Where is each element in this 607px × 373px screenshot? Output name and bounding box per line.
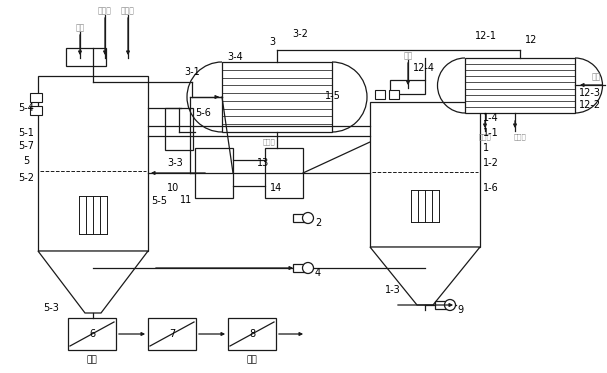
- Text: 1-3: 1-3: [385, 285, 401, 295]
- Bar: [375, 90, 385, 99]
- Circle shape: [302, 213, 313, 223]
- Text: 5-1: 5-1: [18, 128, 34, 138]
- Circle shape: [444, 300, 455, 310]
- Bar: [370, 102, 480, 247]
- Bar: [195, 148, 233, 198]
- Text: 12-3: 12-3: [579, 88, 601, 98]
- Text: 11: 11: [180, 195, 192, 205]
- Text: 5-6: 5-6: [195, 108, 211, 118]
- Text: 5-4: 5-4: [18, 103, 34, 113]
- Bar: [66, 48, 106, 66]
- Text: 3-4: 3-4: [227, 52, 243, 62]
- Bar: [435, 301, 447, 309]
- Text: 8: 8: [249, 329, 255, 339]
- Bar: [30, 93, 42, 102]
- Bar: [68, 318, 116, 350]
- Bar: [465, 58, 575, 113]
- Bar: [293, 264, 305, 272]
- Text: 6: 6: [89, 329, 95, 339]
- Text: 14: 14: [270, 183, 282, 193]
- Text: 1-1: 1-1: [483, 128, 499, 138]
- Text: 9: 9: [457, 305, 463, 315]
- Text: 1-4: 1-4: [483, 113, 499, 123]
- Bar: [148, 318, 196, 350]
- Text: 废水: 废水: [404, 51, 413, 60]
- Text: 5-5: 5-5: [151, 196, 167, 206]
- Bar: [222, 62, 332, 132]
- Bar: [228, 318, 276, 350]
- Text: 冷凝水: 冷凝水: [263, 139, 276, 145]
- Bar: [389, 90, 399, 99]
- Text: 1-6: 1-6: [483, 183, 499, 193]
- Text: 10: 10: [167, 183, 179, 193]
- Text: 12-2: 12-2: [579, 100, 601, 110]
- Bar: [38, 76, 148, 251]
- Polygon shape: [370, 247, 480, 305]
- Text: 5: 5: [23, 156, 29, 166]
- Text: 4: 4: [315, 268, 321, 278]
- Text: 12-1: 12-1: [475, 31, 497, 41]
- Text: 助燃气: 助燃气: [121, 6, 135, 16]
- Text: 7: 7: [169, 329, 175, 339]
- Text: 5-7: 5-7: [18, 141, 34, 151]
- Bar: [293, 214, 305, 222]
- Text: 12: 12: [525, 35, 537, 45]
- Text: 空气: 空气: [591, 72, 600, 81]
- Text: 2: 2: [315, 218, 321, 228]
- Text: 3-2: 3-2: [292, 29, 308, 39]
- Text: 盐泥: 盐泥: [246, 355, 257, 364]
- Text: 3-3: 3-3: [167, 158, 183, 168]
- Bar: [30, 106, 42, 115]
- Text: 冷凝水: 冷凝水: [479, 134, 492, 140]
- Text: 3: 3: [269, 37, 275, 47]
- Text: 1: 1: [483, 143, 489, 153]
- Text: 3-1: 3-1: [184, 67, 200, 77]
- Circle shape: [302, 263, 313, 273]
- Text: 5-2: 5-2: [18, 173, 34, 183]
- Polygon shape: [38, 251, 148, 313]
- Text: 13: 13: [257, 158, 270, 168]
- Text: 盐泥: 盐泥: [87, 355, 97, 364]
- Text: 不凝气: 不凝气: [514, 134, 526, 140]
- Text: 废水: 废水: [75, 23, 84, 32]
- Text: 1-5: 1-5: [325, 91, 341, 101]
- Text: 可燃气: 可燃气: [98, 6, 112, 16]
- Text: 1-2: 1-2: [483, 158, 499, 168]
- Bar: [265, 148, 303, 198]
- Text: 12-4: 12-4: [413, 63, 435, 73]
- Text: 5-3: 5-3: [43, 303, 59, 313]
- Bar: [390, 80, 425, 94]
- Bar: [165, 108, 193, 150]
